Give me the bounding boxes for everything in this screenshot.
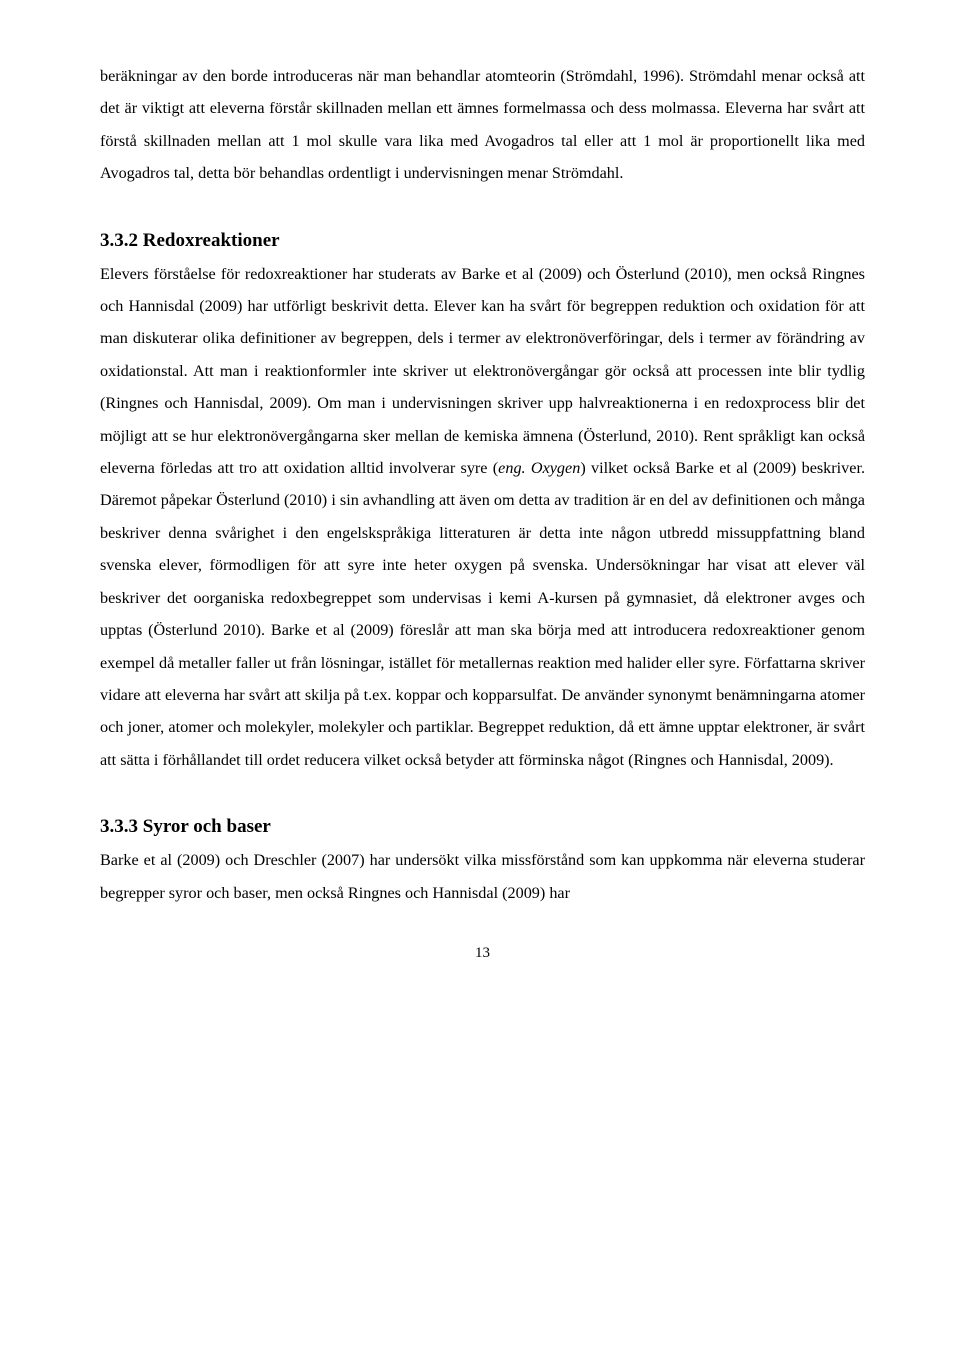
paragraph-redox-part-a: Elevers förståelse för redoxreaktioner h…	[100, 265, 865, 477]
page-number: 13	[100, 945, 865, 962]
heading-redoxreaktioner: 3.3.2 Redoxreaktioner	[100, 230, 865, 252]
paragraph-syror-baser: Barke et al (2009) och Dreschler (2007) …	[100, 844, 865, 909]
italic-eng-oxygen: eng. Oxygen	[498, 459, 580, 477]
paragraph-redox-part-b: ) vilket också Barke et al (2009) beskri…	[100, 459, 865, 769]
document-page: beräkningar av den borde introduceras nä…	[0, 0, 960, 1002]
paragraph-redox: Elevers förståelse för redoxreaktioner h…	[100, 258, 865, 777]
paragraph-intro: beräkningar av den borde introduceras nä…	[100, 60, 865, 190]
heading-syror-och-baser: 3.3.3 Syror och baser	[100, 816, 865, 838]
